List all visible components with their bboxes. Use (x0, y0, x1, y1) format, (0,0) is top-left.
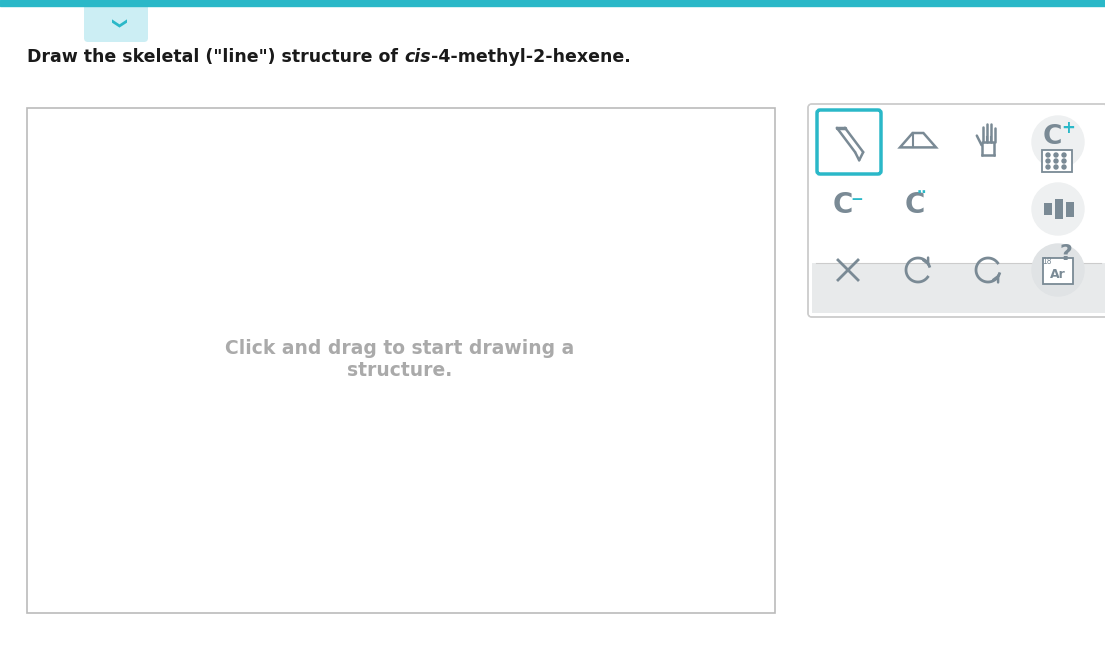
Text: C: C (1042, 124, 1062, 150)
Bar (27, 108, 775, 613)
Circle shape (1062, 165, 1066, 169)
Bar (1066, 201, 1074, 217)
Bar (1055, 199, 1063, 219)
Circle shape (1032, 183, 1084, 235)
Text: 18: 18 (1042, 257, 1052, 266)
Circle shape (1032, 244, 1084, 296)
Circle shape (1046, 153, 1050, 157)
Circle shape (1062, 153, 1066, 157)
Text: +: + (1061, 119, 1075, 137)
Text: -4-methyl-2-hexene.: -4-methyl-2-hexene. (431, 48, 630, 66)
Bar (1042, 150, 1072, 172)
Bar (1044, 203, 1052, 215)
Text: C: C (905, 191, 925, 219)
Text: Draw the skeletal ("line") structure of: Draw the skeletal ("line") structure of (27, 48, 404, 66)
Circle shape (1032, 116, 1084, 168)
Polygon shape (899, 133, 936, 148)
Circle shape (1046, 165, 1050, 169)
Bar (1043, 258, 1073, 284)
Text: C: C (833, 191, 853, 219)
Circle shape (1046, 159, 1050, 163)
FancyBboxPatch shape (808, 104, 1105, 317)
Bar (0, 0, 1105, 6)
Text: Click and drag to start drawing a
structure.: Click and drag to start drawing a struct… (225, 339, 575, 381)
Bar (812, 263, 1105, 313)
Circle shape (1054, 165, 1057, 169)
Text: ··: ·· (917, 186, 927, 200)
Circle shape (1062, 159, 1066, 163)
Text: ❯: ❯ (108, 17, 124, 30)
FancyBboxPatch shape (84, 2, 148, 42)
Text: −: − (851, 192, 863, 206)
Text: Ar: Ar (1050, 268, 1066, 281)
Text: ?: ? (1060, 244, 1073, 264)
Circle shape (1054, 159, 1057, 163)
FancyBboxPatch shape (817, 110, 881, 174)
Text: cis: cis (404, 48, 431, 66)
Circle shape (1054, 153, 1057, 157)
